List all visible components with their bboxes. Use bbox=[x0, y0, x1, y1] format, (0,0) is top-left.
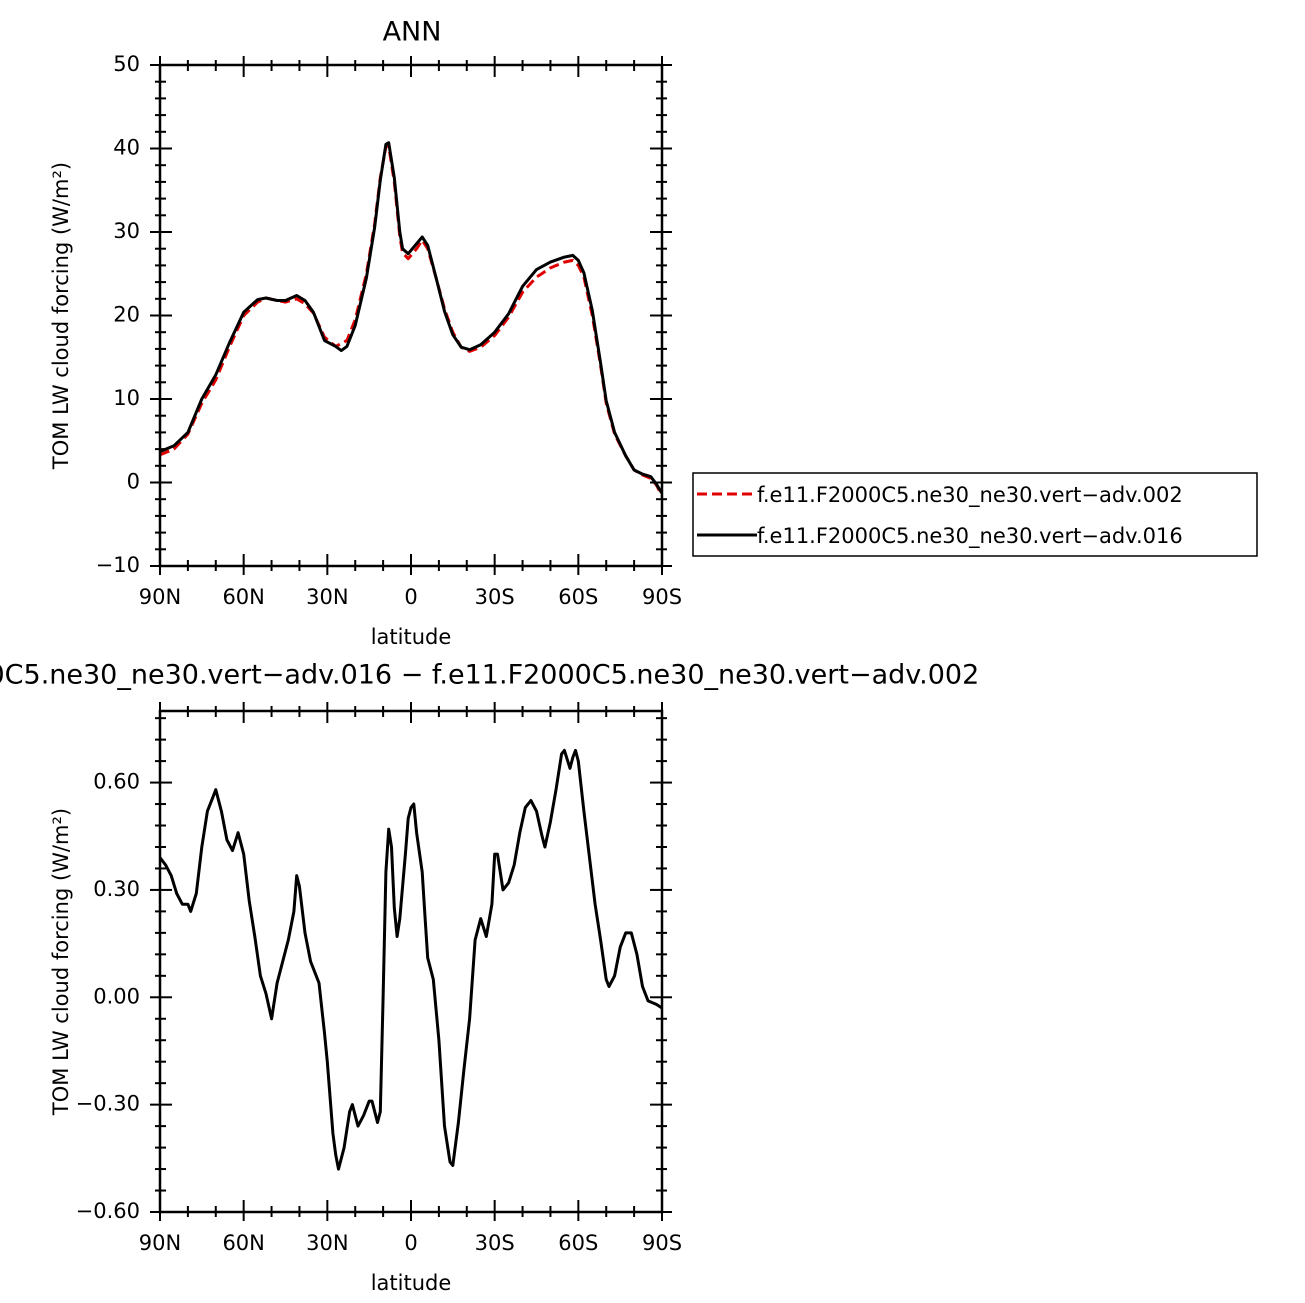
series-line-0-0 bbox=[160, 144, 662, 497]
y-axis-label: TOM LW cloud forcing (W/m²) bbox=[49, 808, 73, 1116]
x-tick-label: 90N bbox=[139, 585, 181, 609]
y-tick-label: 20 bbox=[113, 303, 140, 327]
panel-title-0: ANN bbox=[383, 17, 442, 48]
y-tick-label: 30 bbox=[113, 219, 140, 243]
x-tick-label: 60N bbox=[222, 1231, 264, 1255]
bottom-panel: f.e11.F2000C5.ne30_ne30.vert−adv.016 − f… bbox=[0, 660, 979, 1296]
panel-title-1: f.e11.F2000C5.ne30_ne30.vert−adv.016 − f… bbox=[0, 660, 979, 691]
series-line-1-0 bbox=[160, 748, 662, 1171]
y-tick-label: 10 bbox=[113, 386, 140, 410]
x-tick-label: 60N bbox=[222, 585, 264, 609]
legend-label-series-002: f.e11.F2000C5.ne30_ne30.vert−adv.002 bbox=[757, 483, 1183, 508]
series-line-0-1 bbox=[160, 141, 662, 495]
x-tick-label: 30S bbox=[475, 585, 515, 609]
plot-frame-0 bbox=[158, 63, 664, 568]
x-axis-label: latitude bbox=[371, 625, 452, 649]
x-tick-label: 30N bbox=[306, 1231, 348, 1255]
y-tick-label: 0.00 bbox=[93, 984, 140, 1008]
y-tick-label: 0 bbox=[127, 470, 140, 494]
y-tick-label: 50 bbox=[113, 52, 140, 76]
x-axis-label: latitude bbox=[371, 1271, 452, 1295]
x-tick-label: 0 bbox=[404, 1231, 417, 1255]
y-tick-label: 40 bbox=[113, 136, 140, 160]
y-tick-label: −0.30 bbox=[76, 1092, 140, 1116]
y-tick-label: 0.60 bbox=[93, 770, 140, 794]
x-tick-label: 0 bbox=[404, 585, 417, 609]
x-tick-label: 30S bbox=[475, 1231, 515, 1255]
x-tick-label: 60S bbox=[558, 585, 598, 609]
legend: f.e11.F2000C5.ne30_ne30.vert−adv.002 f.e… bbox=[692, 472, 1258, 557]
y-tick-label: −10 bbox=[96, 553, 140, 577]
legend-box bbox=[692, 472, 1258, 557]
x-tick-label: 30N bbox=[306, 585, 348, 609]
legend-label-series-016: f.e11.F2000C5.ne30_ne30.vert−adv.016 bbox=[757, 524, 1183, 549]
x-tick-label: 90N bbox=[139, 1231, 181, 1255]
x-tick-label: 60S bbox=[558, 1231, 598, 1255]
y-axis-label: TOM LW cloud forcing (W/m²) bbox=[49, 162, 73, 470]
x-tick-label: 90S bbox=[642, 1231, 682, 1255]
y-tick-label: −0.60 bbox=[76, 1199, 140, 1223]
x-tick-label: 90S bbox=[642, 585, 682, 609]
plot-frame-1 bbox=[158, 709, 664, 1214]
top-panel: ANN 90N 60N 30N 0 30S 60S 90S −10 0 10 20 30 40 50 lati… bbox=[49, 17, 682, 650]
y-tick-label: 0.30 bbox=[93, 877, 140, 901]
